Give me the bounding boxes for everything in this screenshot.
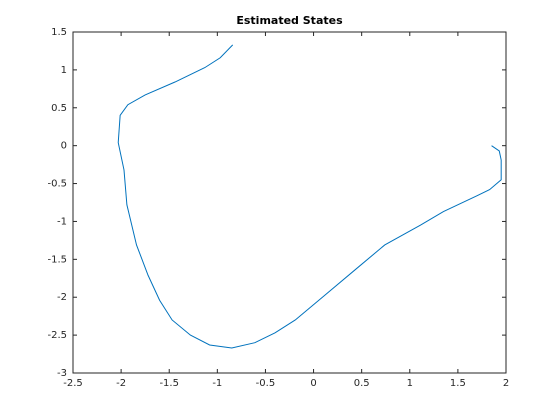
x-tick-label: 0.5 [354,378,370,389]
x-tick-label: -0.5 [256,378,276,389]
axes-box [72,31,507,374]
y-tick-label: -2.5 [47,330,67,341]
x-tick-label: -1.5 [159,378,179,389]
x-tick-label: 2 [503,378,509,389]
x-tick-label: -2 [116,378,126,389]
y-tick-label: -0.5 [47,179,67,190]
x-tick-label: 1.5 [450,378,466,389]
x-tick-label: -1 [212,378,222,389]
y-tick-label: -3 [57,368,67,379]
y-tick-label: -2 [57,292,67,303]
y-tick-label: -1 [57,216,67,227]
y-tick-label: -1.5 [47,254,67,265]
x-tick-label: -2.5 [63,378,83,389]
y-tick-label: 1.5 [51,27,67,38]
x-tick-label: 0 [310,378,316,389]
x-tick-label: 1 [407,378,413,389]
y-tick-label: 0 [61,141,67,152]
y-tick-label: 1 [61,65,67,76]
line-series [117,44,502,349]
y-tick-label: 0.5 [51,103,67,114]
chart-title: Estimated States [236,14,343,27]
plot-area [73,32,506,373]
